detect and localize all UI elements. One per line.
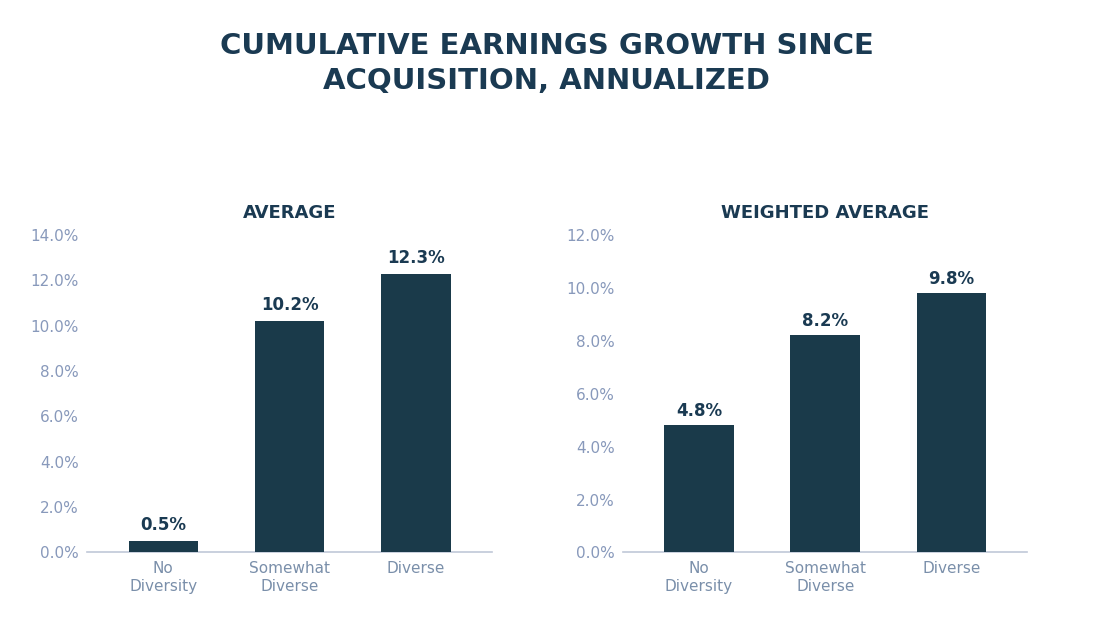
Bar <box>255 321 325 552</box>
Title: WEIGHTED AVERAGE: WEIGHTED AVERAGE <box>721 204 929 222</box>
Text: 0.5%: 0.5% <box>140 516 186 534</box>
Bar <box>790 335 860 552</box>
Bar <box>129 541 198 552</box>
Text: 8.2%: 8.2% <box>802 312 848 330</box>
Text: CUMULATIVE EARNINGS GROWTH SINCE
ACQUISITION, ANNUALIZED: CUMULATIVE EARNINGS GROWTH SINCE ACQUISI… <box>220 32 873 95</box>
Text: 12.3%: 12.3% <box>387 249 445 267</box>
Text: 4.8%: 4.8% <box>675 402 721 420</box>
Bar <box>917 293 986 552</box>
Bar <box>665 425 733 552</box>
Text: 10.2%: 10.2% <box>261 297 318 314</box>
Title: AVERAGE: AVERAGE <box>243 204 337 222</box>
Text: 9.8%: 9.8% <box>929 270 975 288</box>
Bar <box>381 274 450 552</box>
